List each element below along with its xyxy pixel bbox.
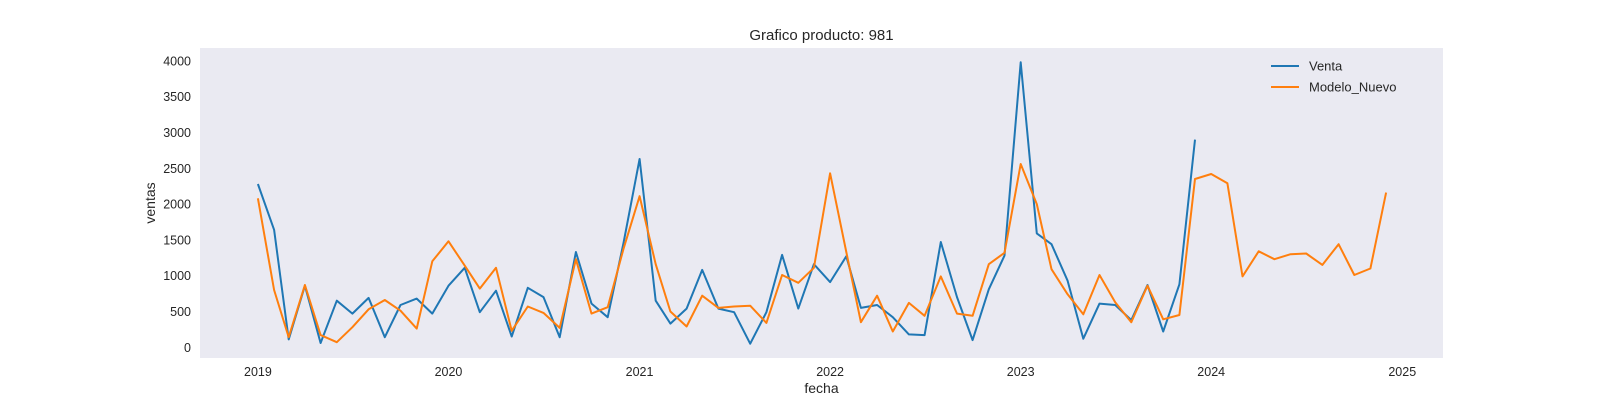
chart-title: Grafico producto: 981 xyxy=(749,27,893,44)
x-tick-label: 2023 xyxy=(1007,365,1035,379)
legend-label: Modelo_Nuevo xyxy=(1309,80,1396,95)
y-tick-label: 1500 xyxy=(163,233,191,247)
x-axis: 2019 2020 2021 2022 2023 2024 2025 xyxy=(244,365,1416,379)
y-tick-label: 0 xyxy=(184,341,191,355)
series-line-venta xyxy=(256,61,1196,345)
y-tick-label: 500 xyxy=(170,305,191,319)
x-axis-label: fecha xyxy=(804,380,838,396)
x-tick-label: 2020 xyxy=(435,365,463,379)
y-tick-label: 2000 xyxy=(163,198,191,212)
y-tick-label: 4000 xyxy=(163,54,191,68)
x-tick-label: 2025 xyxy=(1388,365,1416,379)
y-tick-label: 3500 xyxy=(163,90,191,104)
y-axis: 0 500 1000 1500 2000 2500 3000 3500 4000 xyxy=(163,54,191,354)
plot-area xyxy=(200,48,1443,358)
x-tick-label: 2022 xyxy=(816,365,844,379)
y-tick-label: 2500 xyxy=(163,162,191,176)
y-axis-label: ventas xyxy=(142,182,158,223)
y-tick-label: 1000 xyxy=(163,269,191,283)
series-layer xyxy=(256,61,1388,345)
legend: Venta Modelo_Nuevo xyxy=(1271,59,1396,95)
legend-label: Venta xyxy=(1309,59,1343,74)
x-tick-label: 2021 xyxy=(626,365,654,379)
y-tick-label: 3000 xyxy=(163,126,191,140)
x-tick-label: 2019 xyxy=(244,365,272,379)
x-tick-label: 2024 xyxy=(1197,365,1225,379)
series-line-modelo-nuevo xyxy=(256,163,1388,344)
